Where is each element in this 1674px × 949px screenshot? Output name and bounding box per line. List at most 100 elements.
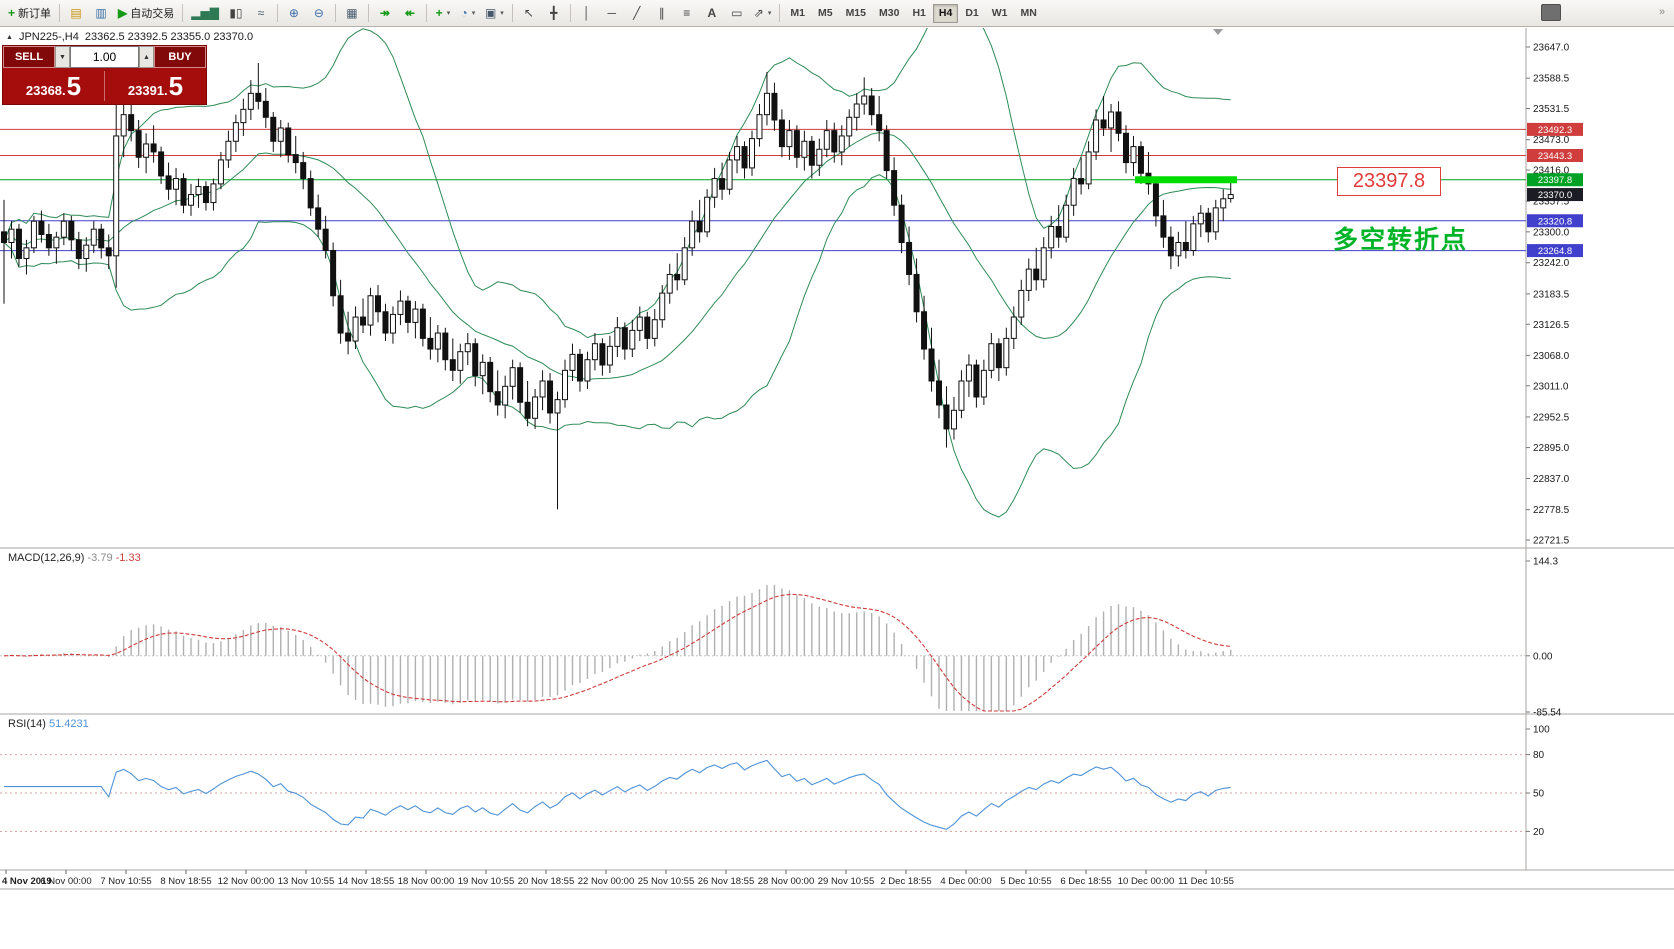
horizontal-line-icon: ─ <box>607 6 617 20</box>
one-click-toggle-icon[interactable]: ▲ <box>6 33 13 41</box>
tab-h4[interactable]: H4 <box>932 3 959 23</box>
sell-button[interactable]: SELL <box>3 46 55 68</box>
line-chart-button[interactable]: ≈ <box>249 3 273 24</box>
tab-m15[interactable]: M15 <box>840 4 872 23</box>
sell-price-main: 23368. <box>25 83 66 98</box>
panel-splitters[interactable] <box>0 28 1674 890</box>
svg-text:23416.0: 23416.0 <box>1533 166 1570 177</box>
tab-d1[interactable]: D1 <box>959 4 984 23</box>
svg-text:19 Nov 10:55: 19 Nov 10:55 <box>458 876 515 887</box>
svg-text:22721.5: 22721.5 <box>1533 536 1570 547</box>
panel-toggle-button[interactable] <box>1541 4 1561 21</box>
rsi-axis[interactable]: 100 80 50 20 <box>1526 725 1550 838</box>
svg-text:2 Dec 18:55: 2 Dec 18:55 <box>880 876 931 887</box>
svg-text:11 Dec 10:55: 11 Dec 10:55 <box>1178 876 1234 887</box>
cursor-button[interactable]: ↖ <box>517 3 541 24</box>
svg-text:7 Nov 10:55: 7 Nov 10:55 <box>100 876 151 887</box>
svg-text:26 Nov 18:55: 26 Nov 18:55 <box>698 876 755 887</box>
svg-text:50: 50 <box>1533 789 1545 800</box>
channel-button[interactable]: ∥ <box>650 3 674 24</box>
tab-m5[interactable]: M5 <box>812 4 839 23</box>
crosshair-button[interactable]: ╋ <box>542 3 566 24</box>
text-tool-icon: A <box>707 6 717 20</box>
vertical-line-button[interactable]: │ <box>575 3 599 24</box>
market-button[interactable]: ▤ <box>64 3 88 24</box>
zoom-in-icon: ⊕ <box>288 6 299 20</box>
tab-w1[interactable]: W1 <box>986 4 1014 23</box>
volume-increase-button[interactable]: ▲ <box>139 46 154 68</box>
zoom-out-icon: ⊖ <box>313 6 324 20</box>
text-tool-button[interactable]: A <box>700 3 724 24</box>
chevron-down-icon: ▾ <box>500 10 504 17</box>
price-axis[interactable]: 23647.0 23588.5 23531.5 23473.0 23416.0 23357… <box>1526 43 1583 547</box>
svg-text:6 Nov 00:00: 6 Nov 00:00 <box>40 876 91 887</box>
templates-button[interactable]: ▣ ▾ <box>481 3 508 24</box>
crosshair-icon: ╋ <box>550 6 558 20</box>
svg-text:22 Nov 00:00: 22 Nov 00:00 <box>578 876 635 887</box>
one-click-trading-widget: SELL ▼ ▲ BUY 23368.5 23391.5 <box>2 45 207 105</box>
macd-axis[interactable]: 144.3 0.00 -85.54 <box>1526 557 1562 719</box>
zoom-in-button[interactable]: ⊕ <box>282 3 306 24</box>
new-order-icon: + <box>8 6 16 20</box>
price-level-lines[interactable] <box>0 128 1526 252</box>
trendline-button[interactable]: ╱ <box>625 3 649 24</box>
toolbar-separator <box>334 4 336 22</box>
chart-canvas[interactable]: 23647.0 23588.5 23531.5 23473.0 23416.0 23357… <box>0 28 1674 890</box>
candlestick-chart-button[interactable]: ▮▯ <box>224 3 248 24</box>
indicators-button[interactable]: + ▾ <box>431 3 455 24</box>
auto-scroll-button[interactable]: ↠ <box>373 3 397 24</box>
auto-scroll-icon: ↠ <box>379 6 390 20</box>
navigator-button[interactable]: ▥ <box>89 3 113 24</box>
svg-text:23300.0: 23300.0 <box>1533 227 1570 238</box>
svg-text:23647.0: 23647.0 <box>1533 43 1570 54</box>
navigator-icon: ▥ <box>95 6 107 20</box>
indicators-add-icon: + <box>435 6 443 20</box>
turning-point-text[interactable]: 多空转折点 <box>1333 226 1469 254</box>
zoom-out-button[interactable]: ⊖ <box>307 3 331 24</box>
tab-h1[interactable]: H1 <box>906 4 931 23</box>
svg-text:23443.3: 23443.3 <box>1538 151 1572 162</box>
label-tool-button[interactable]: ▭ <box>725 3 749 24</box>
tab-mn[interactable]: MN <box>1015 4 1043 23</box>
svg-text:22895.0: 22895.0 <box>1533 443 1570 454</box>
volume-decrease-button[interactable]: ▼ <box>55 46 70 68</box>
arrows-button[interactable]: ⇗ ▾ <box>750 3 776 24</box>
svg-text:22778.5: 22778.5 <box>1533 505 1570 516</box>
tab-m30[interactable]: M30 <box>873 4 905 23</box>
new-order-button[interactable]: + 新订单 <box>4 3 55 24</box>
bar-chart-button[interactable]: ▂▅▇ <box>187 3 223 24</box>
toolbar-separator <box>425 4 427 22</box>
price-annotation-box[interactable]: 23397.8 <box>1337 167 1441 196</box>
autotrading-button[interactable]: ▶ 自动交易 <box>114 3 178 24</box>
bar-chart-icon: ▂▅▇ <box>191 6 219 20</box>
horizontal-line-button[interactable]: ─ <box>600 3 624 24</box>
channel-icon: ∥ <box>658 6 665 20</box>
tab-m1[interactable]: M1 <box>784 4 811 23</box>
rsi-label: RSI(14) 51.4231 <box>8 718 89 730</box>
svg-text:23242.0: 23242.0 <box>1533 258 1570 269</box>
line-chart-icon: ≈ <box>257 6 265 20</box>
candlesticks <box>1 56 1234 510</box>
trendline-icon: ╱ <box>633 6 641 20</box>
svg-text:23397.8: 23397.8 <box>1538 175 1572 186</box>
fibonacci-icon: ≡ <box>683 6 691 20</box>
svg-text:23370.0: 23370.0 <box>1538 190 1572 201</box>
svg-text:23126.5: 23126.5 <box>1533 320 1570 331</box>
chart-shift-marker[interactable] <box>1213 29 1223 35</box>
toolbar-overflow-button[interactable]: » <box>1655 4 1669 21</box>
sell-price[interactable]: 23368. 5 <box>3 73 104 99</box>
chart-shift-button[interactable]: ↞ <box>398 3 422 24</box>
svg-text:23183.5: 23183.5 <box>1533 289 1570 300</box>
chart-shift-icon: ↞ <box>404 6 415 20</box>
tile-windows-button[interactable]: ▦ <box>340 3 364 24</box>
clock-icon: ◔ <box>460 6 468 20</box>
svg-text:23011.0: 23011.0 <box>1533 381 1569 392</box>
svg-text:6 Dec 18:55: 6 Dec 18:55 <box>1060 876 1111 887</box>
volume-input[interactable] <box>70 46 139 68</box>
buy-price[interactable]: 23391. 5 <box>105 73 206 99</box>
buy-button[interactable]: BUY <box>154 46 206 68</box>
svg-text:4 Dec 00:00: 4 Dec 00:00 <box>940 876 991 887</box>
fibonacci-button[interactable]: ≡ <box>675 3 699 24</box>
periods-button[interactable]: ◔ ▾ <box>456 3 480 24</box>
